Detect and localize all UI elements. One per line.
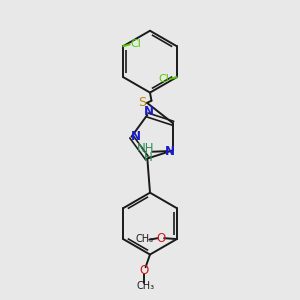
Text: NH: NH xyxy=(137,142,155,155)
Text: N: N xyxy=(131,130,141,143)
Text: N: N xyxy=(164,145,175,158)
Text: Cl: Cl xyxy=(130,39,142,49)
Text: N: N xyxy=(144,105,154,118)
Text: O: O xyxy=(156,232,165,245)
Text: Cl: Cl xyxy=(158,74,169,85)
Text: O: O xyxy=(140,264,149,277)
Text: H: H xyxy=(144,151,152,164)
Text: CH₃: CH₃ xyxy=(136,281,154,291)
Text: CH₃: CH₃ xyxy=(135,234,153,244)
Text: S: S xyxy=(138,96,146,110)
